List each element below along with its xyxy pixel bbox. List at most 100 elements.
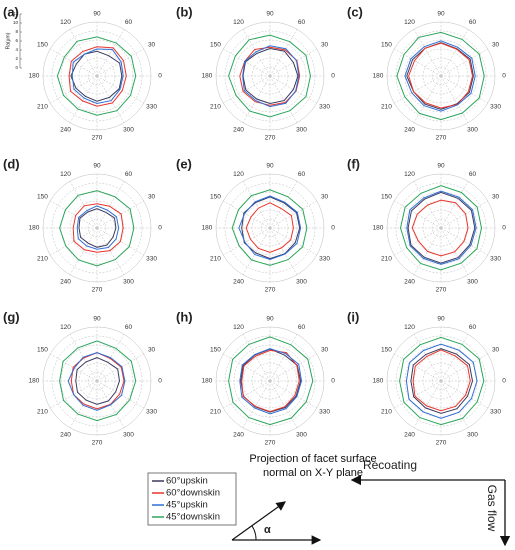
grid-spoke xyxy=(96,181,125,229)
angle-tick-label: 30 xyxy=(148,42,156,49)
grid-spoke xyxy=(69,380,98,428)
angle-tick-label: 90 xyxy=(266,316,274,323)
angle-tick-label: 180 xyxy=(373,73,384,80)
series-line xyxy=(239,348,303,415)
angle-tick-label: 300 xyxy=(467,126,478,133)
grid-spoke xyxy=(69,29,98,77)
grid-spoke xyxy=(242,181,271,229)
grid-circle xyxy=(51,30,143,122)
angle-tick-label: 120 xyxy=(233,171,244,178)
grid-spoke xyxy=(269,380,298,428)
angle-tick-label: 300 xyxy=(123,126,134,133)
panel-label: (d) xyxy=(3,156,20,171)
angle-tick-label: 90 xyxy=(93,11,101,18)
r-axis-title: Ra(μm) xyxy=(5,32,11,49)
grid-spoke xyxy=(440,75,488,104)
angle-tick-label: 0 xyxy=(502,225,506,232)
grid-spoke xyxy=(223,353,271,382)
series-line xyxy=(407,191,476,264)
angle-tick-label: 30 xyxy=(492,347,500,354)
grid-spoke xyxy=(440,200,488,229)
angle-tick-label: 330 xyxy=(319,104,330,111)
grid-spoke xyxy=(413,29,442,77)
angle-tick-label: 90 xyxy=(437,11,445,18)
angle-tick-label: 270 xyxy=(92,135,103,142)
angle-tick-label: 120 xyxy=(404,171,415,178)
angle-tick-label: 120 xyxy=(60,324,71,331)
angle-tick-label: 330 xyxy=(319,409,330,416)
grid-spoke xyxy=(440,181,469,229)
grid-spoke xyxy=(269,48,317,77)
angle-arc xyxy=(251,525,257,541)
process-diagram: Recoating Gas flow α xyxy=(231,458,511,547)
angle-tick-label: 210 xyxy=(381,104,392,111)
angle-tick-label: 180 xyxy=(29,73,40,80)
series-line xyxy=(72,203,124,253)
angle-tick-label: 270 xyxy=(92,440,103,447)
angle-tick-label: 90 xyxy=(93,163,101,170)
series-line xyxy=(406,190,477,265)
grid-spoke xyxy=(269,200,317,229)
grid-spoke xyxy=(440,380,488,409)
angle-tick-label: 150 xyxy=(381,42,392,49)
grid-circle xyxy=(224,335,316,427)
grid-spoke xyxy=(50,380,98,409)
grid-spoke xyxy=(50,353,98,382)
series-line xyxy=(75,357,121,405)
angle-tick-label: 60 xyxy=(298,324,306,331)
grid-spoke xyxy=(269,29,298,77)
panel-label: (c) xyxy=(347,4,363,19)
grid-spoke xyxy=(242,334,271,382)
angle-tick-label: 60 xyxy=(125,19,133,26)
series-line xyxy=(68,46,127,107)
angle-tick-label: 300 xyxy=(123,431,134,438)
grid-spoke xyxy=(413,334,442,382)
angle-tick-label: 240 xyxy=(404,278,415,285)
r-tick-label: 12 xyxy=(13,11,19,16)
grid-spoke xyxy=(440,48,488,77)
panel-label: (a) xyxy=(3,4,19,19)
series-line xyxy=(412,349,471,412)
angle-tick-label: 120 xyxy=(404,324,415,331)
r-tick-label: 6 xyxy=(15,38,18,43)
grid-spoke xyxy=(96,380,125,428)
angle-tick-label: 30 xyxy=(148,194,156,201)
series-line xyxy=(241,349,300,413)
series-line xyxy=(67,352,126,411)
grid-spoke xyxy=(440,227,488,256)
angle-tick-label: 210 xyxy=(37,104,48,111)
angle-tick-label: 300 xyxy=(467,431,478,438)
angle-tick-label: 150 xyxy=(37,347,48,354)
angle-tick-label: 30 xyxy=(492,194,500,201)
angle-tick-label: 0 xyxy=(331,73,335,80)
angle-tick-label: 0 xyxy=(502,378,506,385)
angle-tick-label: 180 xyxy=(29,378,40,385)
angle-tick-label: 270 xyxy=(265,440,276,447)
series-line xyxy=(240,348,302,413)
grid-spoke xyxy=(96,75,125,123)
panel-label: (b) xyxy=(176,4,193,19)
grid-circle xyxy=(224,30,316,122)
series-line xyxy=(231,189,308,266)
polar-chart: 0 30 60 90 120 150 180 210 240 270 300 330 (h) xyxy=(176,309,335,446)
legend-label: 60°downskin xyxy=(166,488,220,499)
grid-spoke xyxy=(413,75,442,123)
grid-spoke xyxy=(223,75,271,104)
angle-tick-label: 90 xyxy=(266,163,274,170)
projection-label: Projection of facet surface normal on X-… xyxy=(249,453,377,479)
grid-spoke xyxy=(50,75,98,104)
angle-tick-label: 120 xyxy=(233,19,244,26)
angle-tick-label: 240 xyxy=(233,431,244,438)
angle-tick-label: 240 xyxy=(60,278,71,285)
angle-tick-label: 30 xyxy=(148,347,156,354)
angle-tick-label: 180 xyxy=(202,73,213,80)
angle-tick-label: 30 xyxy=(321,42,329,49)
legend-label: 60°upskin xyxy=(166,476,208,487)
angle-tick-label: 150 xyxy=(37,42,48,49)
grid-circle xyxy=(395,30,487,122)
grid-spoke xyxy=(269,75,317,104)
grid-spoke xyxy=(242,29,271,77)
r-tick-label: 4 xyxy=(15,47,18,52)
grid-spoke xyxy=(440,75,469,123)
